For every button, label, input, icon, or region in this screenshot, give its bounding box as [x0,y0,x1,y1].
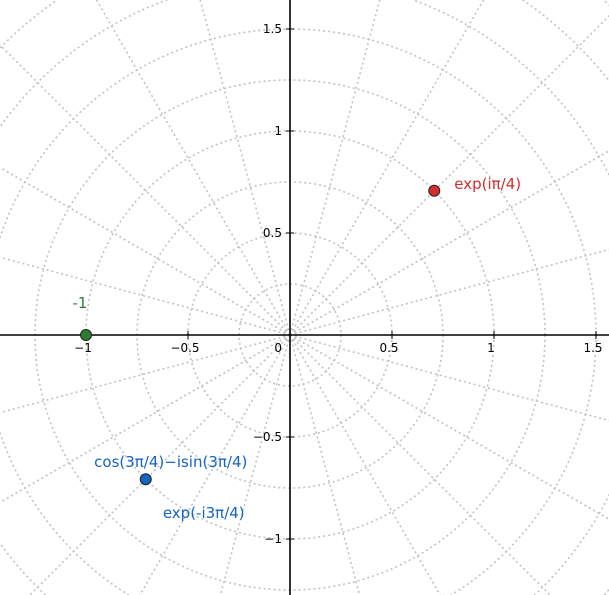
point-minus-1 [80,329,92,341]
x-tick-label: −1 [74,341,92,355]
points: exp(iπ/4) -1 cos(3π/4)−isin(3π/4) exp(-i3π/… [73,175,522,522]
grid-ray [289,149,609,336]
grid-ray [0,256,291,336]
y-tick-label: 1 [274,124,282,138]
y-tick-label: 1.5 [263,22,282,36]
grid-ray [289,248,609,336]
x-tick-label: 1 [487,341,495,355]
grid-ray [289,14,609,336]
grid-ray [0,334,291,504]
grid-ray [219,334,291,595]
grid-ray [95,0,291,336]
grid-ray [289,334,442,595]
point-exp-minus-i3pi-4 [139,473,152,486]
grid-ray [289,334,361,595]
grid-ray [289,334,609,521]
y-tick-label: −1 [264,532,282,546]
grid-ray [0,334,291,414]
y-tick-label: 0.5 [263,226,282,240]
x-tick-label: 0.5 [379,341,398,355]
point-exp-i-pi-4 [428,184,441,197]
grid-ray [0,43,291,336]
grid-circle [0,28,597,595]
origin-label: 0 [274,341,282,355]
grid-ray [289,334,552,595]
grid-ray [289,334,609,422]
grid-ray [0,166,291,336]
tick-labels: −1 −0.5 0.5 1 1.5 1.5 1 0.5 −0.5 −1 0 [74,22,602,546]
grid-ray [138,334,291,595]
grid-ray [28,334,291,595]
x-tick-label: 1.5 [583,341,602,355]
point-exp-minus-i3pi-4-label: cos(3π/4)−isin(3π/4) [94,453,247,471]
point-minus-1-label: -1 [73,294,88,312]
point-exp-minus-i3pi-4-label: exp(-i3π/4) [163,504,245,522]
point-exp-i-pi-4-label: exp(iπ/4) [454,175,521,193]
grid-ray [289,0,485,336]
y-tick-label: −0.5 [253,430,282,444]
x-tick-label: −0.5 [170,341,199,355]
